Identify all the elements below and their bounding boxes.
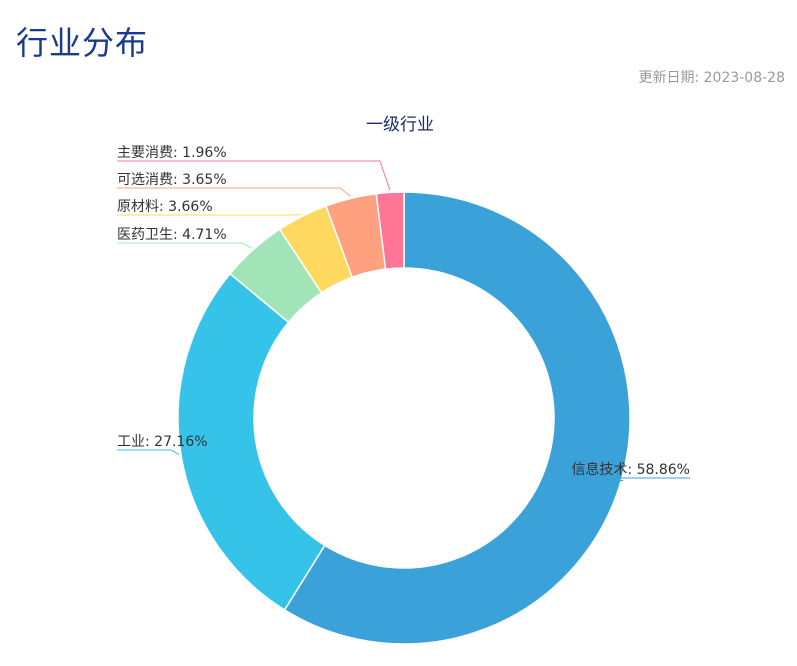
leader-line-2 bbox=[117, 242, 253, 249]
update-date-value: 2023-08-28 bbox=[703, 70, 785, 86]
slice-label-5: 主要消费: 1.96% bbox=[117, 145, 227, 161]
slice-0[interactable] bbox=[283, 191, 631, 645]
slice-label-1: 工业: 27.16% bbox=[117, 434, 208, 450]
update-date: 更新日期: 2023-08-28 bbox=[638, 67, 785, 87]
leader-line-5 bbox=[117, 160, 391, 191]
leader-line-3 bbox=[117, 213, 302, 216]
leader-line-1 bbox=[117, 449, 180, 455]
leader-line-0 bbox=[561, 477, 690, 482]
leader-line-4 bbox=[117, 187, 351, 197]
update-date-label: 更新日期: bbox=[638, 70, 700, 86]
page-title: 行业分布 bbox=[16, 24, 149, 62]
slice-label-2: 医药卫生: 4.71% bbox=[117, 227, 227, 243]
slice-label-4: 可选消费: 3.65% bbox=[117, 172, 227, 188]
slice-label-0: 信息技术: 58.86% bbox=[571, 461, 690, 478]
slice-5[interactable] bbox=[375, 191, 405, 270]
chart-title: 一级行业 bbox=[366, 115, 434, 135]
slice-1[interactable] bbox=[177, 272, 326, 611]
slice-label-3: 原材料: 3.66% bbox=[117, 199, 213, 215]
